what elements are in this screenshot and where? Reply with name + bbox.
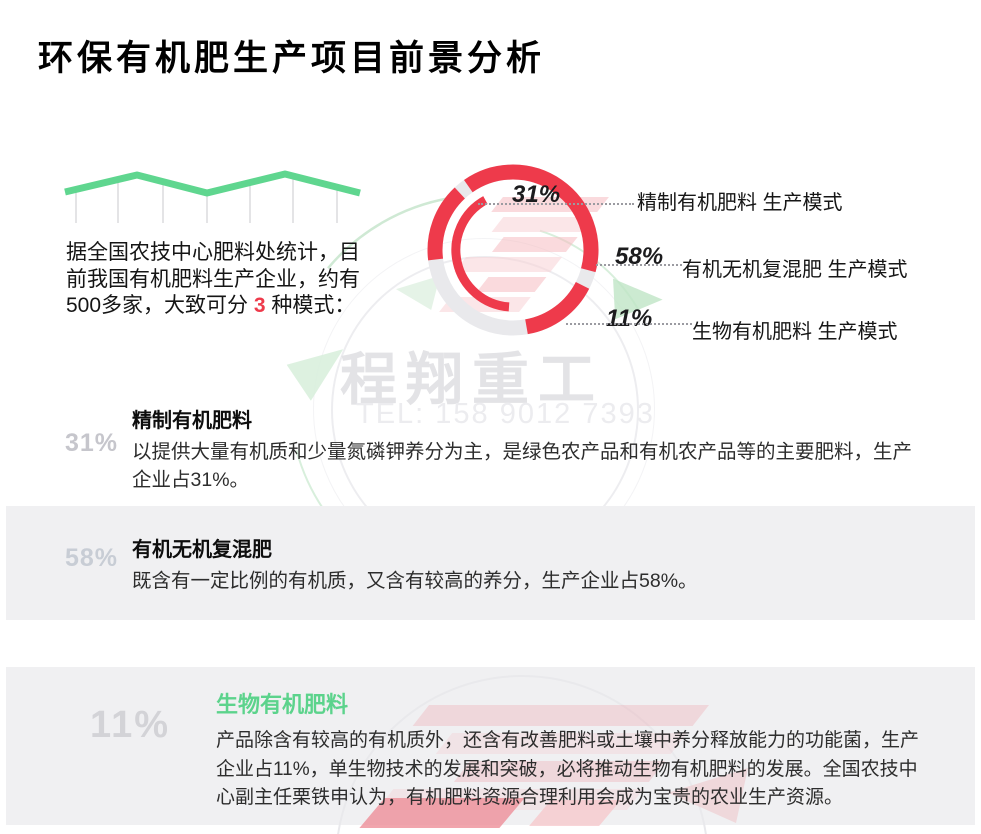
donut-chart: [427, 164, 599, 336]
donut-callout-label: 有机无机复混肥 生产模式: [682, 259, 908, 281]
donut-arc-main: [464, 164, 599, 273]
intro-after: 种模式：: [265, 294, 356, 317]
donut-arc-left: [427, 187, 466, 261]
section-body: 既含有一定比例的有机质，又含有较高的养分，生产企业占58%。: [132, 570, 698, 592]
section-organic-inorganic: 有机无机复混肥 既含有一定比例的有机质，又含有较高的养分，生产企业占58%。: [132, 533, 932, 596]
section-heading: 精制有机肥料: [132, 410, 252, 432]
intro-text: 据全国农技中心肥料处统计，目前我国有机肥料生产企业，约有500多家，大致可分 3…: [66, 240, 380, 320]
watermark-phone-text: TEL: 158 9012 7393: [356, 398, 655, 430]
section-body: 以提供大量有机质和少量氮磷钾养分为主，是绿色农产品和有机农产品等的主要肥料，生产…: [132, 441, 913, 491]
section-refined-organic: 精制有机肥料 以提供大量有机质和少量氮磷钾养分为主，是绿色农产品和有机农产品等的…: [132, 404, 924, 494]
section-pct: 11%: [90, 704, 170, 746]
donut-inner-arc: [451, 196, 510, 312]
page-title: 环保有机肥生产项目前景分析: [38, 39, 546, 78]
intro-before: 据全国农技中心肥料处统计，目前我国有机肥料生产企业，约有500多家，大致可分: [66, 241, 360, 317]
trend-polyline: [64, 170, 361, 197]
callout-leader-line: [596, 264, 682, 266]
donut-callout-pct: 58%: [615, 243, 664, 270]
donut-callout-label: 生物有机肥料 生产模式: [692, 321, 898, 343]
donut-callout-pct: 11%: [606, 305, 653, 332]
callout-leader-line: [478, 203, 634, 205]
section-heading: 生物有机肥料: [216, 692, 349, 717]
donut-callout-label: 精制有机肥料 生产模式: [637, 192, 843, 214]
section-body: 产品除含有较高的有机质外，还含有改善肥料或土壤中养分释放能力的功能菌，生产企业占…: [216, 730, 920, 808]
section-heading: 有机无机复混肥: [132, 539, 272, 561]
trend-line-chart: [64, 170, 361, 223]
watermark-brand-text: 程翔重工: [340, 348, 604, 412]
section-band-2: [6, 506, 975, 620]
green-arc: [327, 196, 450, 270]
callout-leader-line: [566, 323, 692, 325]
donut-arc-bottom: [524, 281, 590, 335]
section-pct: 58%: [64, 544, 118, 572]
trend-drop-lines: [75, 176, 338, 223]
section-bio-organic: 生物有机肥料 产品除含有较高的有机质外，还含有改善肥料或土壤中养分释放能力的功能…: [216, 687, 922, 813]
section-pct: 31%: [64, 429, 118, 457]
intro-count-highlight: 3: [253, 294, 266, 317]
